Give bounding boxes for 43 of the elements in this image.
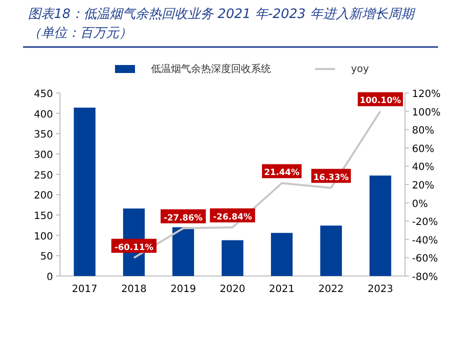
- y2-tick-label: 80%: [412, 126, 434, 137]
- bar: [222, 240, 244, 276]
- y-tick-label: 450: [34, 89, 53, 100]
- data-label: -26.84%: [213, 212, 252, 222]
- y-tick-label: 200: [34, 190, 53, 202]
- y2-tick-label: -80%: [412, 272, 438, 283]
- y2-tick-label: 60%: [412, 144, 434, 155]
- title: 图表18：低温烟气余热回收业务 2021 年-2023 年进入新增长周期（单位：百万元）: [28, 7, 414, 41]
- y2-tick-label: -20%: [412, 217, 438, 228]
- data-label: 21.44%: [264, 168, 300, 178]
- bar: [172, 227, 194, 276]
- y2-tick-label: 100%: [412, 107, 441, 118]
- y-tick-label: 50: [40, 252, 53, 263]
- x-tick-label: 2017: [72, 284, 98, 295]
- data-label: -60.11%: [114, 242, 154, 253]
- bar: [320, 226, 342, 276]
- legend-label: yoy: [351, 64, 370, 75]
- x-tick-label: 2019: [170, 284, 196, 295]
- y-tick-label: 300: [34, 150, 53, 161]
- data-label: 16.33%: [313, 172, 350, 183]
- y2-tick-label: 20%: [412, 180, 434, 192]
- data-label: -27.86%: [164, 213, 204, 224]
- data-label: 100.10%: [360, 96, 402, 106]
- legend-label: 低温烟气余热深度回收系统: [151, 63, 271, 75]
- x-tick-label: 2022: [318, 284, 344, 295]
- bar: [270, 232, 293, 276]
- y2-tick-label: 120%: [412, 89, 441, 100]
- x-tick-label: 2020: [220, 284, 246, 295]
- y-tick-label: 250: [34, 170, 53, 182]
- y-tick-label: 350: [34, 130, 53, 141]
- y2-tick-label: -40%: [412, 235, 438, 246]
- y2-tick-label: 40%: [412, 162, 434, 174]
- y2-tick-label: 0%: [412, 198, 428, 210]
- y-tick-label: 150: [34, 211, 53, 222]
- y-tick-label: 0: [46, 272, 53, 283]
- y2-tick-label: -60%: [412, 254, 438, 265]
- x-tick-label: 2018: [121, 284, 147, 295]
- x-tick-label: 2023: [368, 284, 394, 295]
- y-tick-label: 400: [34, 109, 53, 120]
- y-tick-label: 100: [34, 231, 53, 242]
- x-tick-label: 2021: [269, 284, 295, 295]
- bar: [74, 108, 96, 276]
- bar: [370, 176, 392, 276]
